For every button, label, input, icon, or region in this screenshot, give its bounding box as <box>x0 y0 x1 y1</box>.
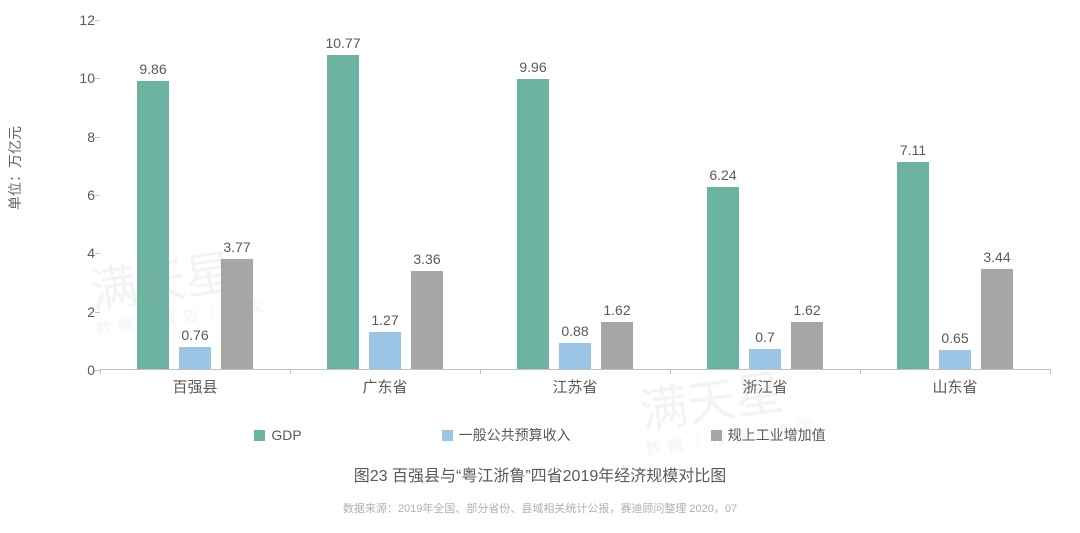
bar-group: 百强县9.860.763.77 <box>100 20 290 369</box>
plot-area: 024681012百强县9.860.763.77广东省10.771.273.36… <box>100 20 1050 370</box>
bar-value-label: 9.86 <box>123 61 183 77</box>
bar <box>939 350 971 369</box>
legend-swatch <box>442 430 453 441</box>
category-label: 江苏省 <box>552 376 597 397</box>
x-tick-mark <box>100 369 101 374</box>
category-label: 百强县 <box>172 376 217 397</box>
x-tick-mark <box>290 369 291 374</box>
bar <box>749 349 781 369</box>
bar <box>221 259 253 369</box>
bar-value-label: 6.24 <box>693 167 753 183</box>
bar-value-label: 0.65 <box>925 330 985 346</box>
bar-group: 山东省7.110.653.44 <box>860 20 1050 369</box>
bar <box>369 332 401 369</box>
bar-value-label: 1.27 <box>355 312 415 328</box>
bar-value-label: 3.36 <box>397 251 457 267</box>
bar <box>559 343 591 369</box>
bar-group: 江苏省9.960.881.62 <box>480 20 670 369</box>
legend-label: GDP <box>271 427 301 443</box>
bar-value-label: 0.76 <box>165 327 225 343</box>
y-tick-label: 10 <box>70 70 95 86</box>
bar-value-label: 0.7 <box>735 329 795 345</box>
bar-group: 广东省10.771.273.36 <box>290 20 480 369</box>
bar-value-label: 1.62 <box>777 302 837 318</box>
y-axis-label: 单位：万亿元 <box>5 126 25 210</box>
legend-swatch <box>711 430 722 441</box>
legend-item: GDP <box>254 425 301 445</box>
legend-swatch <box>254 430 265 441</box>
category-label: 广东省 <box>362 376 407 397</box>
y-tick-label: 8 <box>70 129 95 145</box>
data-source: 数据来源：2019年全国、部分省份、县域相关统计公报，赛迪顾问整理 2020，0… <box>0 500 1080 516</box>
bar <box>411 271 443 369</box>
bar <box>179 347 211 369</box>
bar-value-label: 3.44 <box>967 249 1027 265</box>
bar-value-label: 9.96 <box>503 59 563 75</box>
legend-label: 一般公共预算收入 <box>459 425 571 445</box>
legend-item: 一般公共预算收入 <box>442 425 571 445</box>
bar-value-label: 3.77 <box>207 239 267 255</box>
y-tick-label: 4 <box>70 245 95 261</box>
bar-value-label: 1.62 <box>587 302 647 318</box>
bar-value-label: 7.11 <box>883 142 943 158</box>
bar-group: 浙江省6.240.71.62 <box>670 20 860 369</box>
bar-value-label: 10.77 <box>313 35 373 51</box>
bar <box>981 269 1013 369</box>
bar <box>601 322 633 369</box>
legend-label: 规上工业增加值 <box>728 425 826 445</box>
category-label: 山东省 <box>932 376 977 397</box>
y-tick-label: 6 <box>70 187 95 203</box>
x-tick-mark <box>860 369 861 374</box>
y-tick-label: 0 <box>70 362 95 378</box>
bar <box>791 322 823 369</box>
x-tick-mark <box>1050 369 1051 374</box>
category-label: 浙江省 <box>742 376 787 397</box>
legend-item: 规上工业增加值 <box>711 425 826 445</box>
bar-value-label: 0.88 <box>545 323 605 339</box>
y-tick-label: 2 <box>70 304 95 320</box>
legend: GDP 一般公共预算收入 规上工业增加值 <box>0 425 1080 445</box>
chart-caption: 图23 百强县与“粤江浙鲁”四省2019年经济规模对比图 <box>0 462 1080 486</box>
y-tick-label: 12 <box>70 12 95 28</box>
x-tick-mark <box>670 369 671 374</box>
x-tick-mark <box>480 369 481 374</box>
chart-container: 024681012百强县9.860.763.77广东省10.771.273.36… <box>60 20 1060 400</box>
